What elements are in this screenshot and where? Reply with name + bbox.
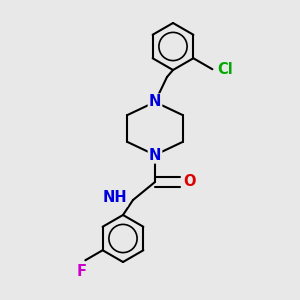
Text: N: N [149,94,161,110]
Text: O: O [184,175,196,190]
Text: N: N [149,148,161,163]
Text: F: F [76,264,86,279]
Text: Cl: Cl [218,62,233,77]
Text: NH: NH [102,190,127,206]
